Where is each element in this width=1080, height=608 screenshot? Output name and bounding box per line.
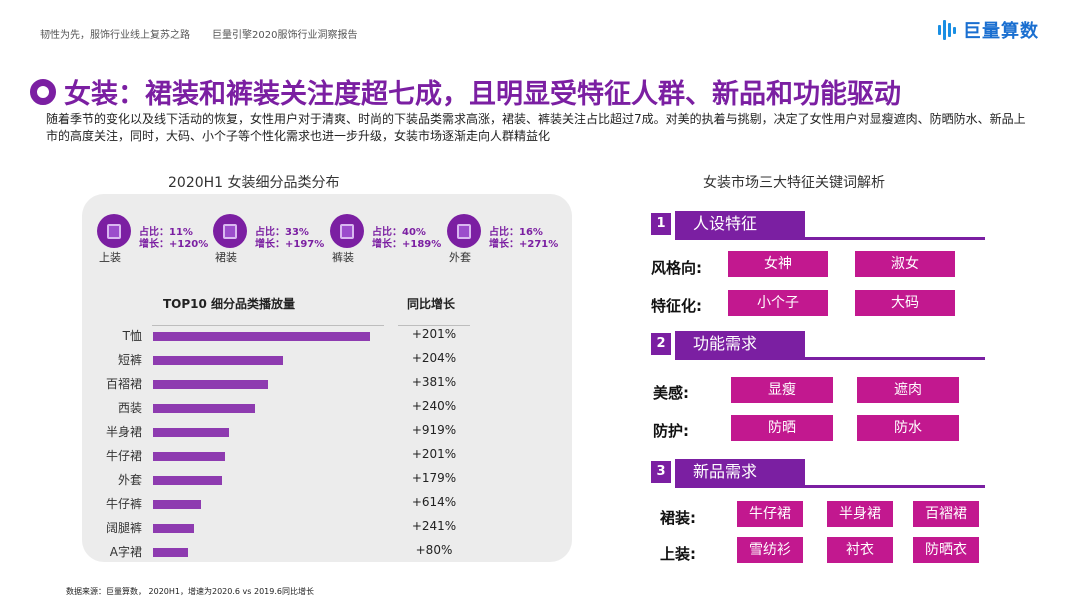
page-title: 女装：裙装和裤装关注度超七成，且明显受特征人群、新品和功能驱动: [64, 79, 901, 110]
bar-category-label: 外套: [117, 473, 142, 487]
category-share: 占比：40%: [372, 227, 426, 238]
clothing-bag-icon: [97, 214, 131, 248]
clothing-bag-icon: [447, 214, 481, 248]
keyword-row-label: 特征化:: [651, 297, 702, 315]
category-share: 占比：33%: [255, 227, 309, 238]
bar-growth-label: +919%: [411, 423, 457, 437]
bar-category-label: 牛仔裙: [105, 449, 142, 463]
bar: [153, 524, 194, 533]
bar: [153, 404, 255, 413]
category-growth: 增长：+189%: [372, 239, 442, 250]
bar-growth-label: +201%: [411, 447, 457, 461]
category-share: 占比：16%: [489, 227, 543, 238]
category-name: 裙装: [215, 251, 237, 264]
bar-category-label: 短裤: [117, 353, 142, 367]
section-label: 功能需求: [675, 331, 805, 357]
bar: [153, 452, 225, 461]
bar: [153, 332, 370, 341]
category-coats: 外套 占比：16% 增长：+271%: [447, 214, 567, 268]
category-stats: 占比：40% 增长：+189%: [372, 227, 441, 251]
bar-growth-label: +80%: [415, 543, 453, 557]
bar: [153, 380, 268, 389]
logo-text: 巨量算数: [963, 21, 1039, 42]
bar-category-label: 阔腿裤: [105, 521, 142, 535]
category-name: 外套: [449, 251, 471, 264]
bar-growth-label: +241%: [411, 519, 457, 533]
category-growth: 增长：+197%: [255, 239, 325, 250]
bar-growth-label: +614%: [411, 495, 457, 509]
top10-chart-title: TOP10 细分品类播放量: [163, 297, 296, 311]
logo: 巨量算数: [938, 17, 1039, 43]
category-name: 上装: [99, 251, 121, 264]
bar-category-label: A字裙: [109, 545, 142, 559]
section-underline: [675, 237, 985, 240]
growth-divider: [398, 325, 470, 326]
intro-paragraph: 随着季节的变化以及线下活动的恢复，女性用户对于清爽、时尚的下装品类需求高涨，裙装…: [46, 112, 1026, 143]
data-source: 数据来源：巨量算数， 2020H1，增速为2020.6 vs 2019.6同比增…: [66, 587, 314, 596]
category-pants: 裤装 占比：40% 增长：+189%: [330, 214, 450, 268]
bar-category-label: 西装: [117, 401, 142, 415]
category-name: 裤装: [332, 251, 354, 264]
category-share: 占比：11%: [139, 227, 193, 238]
category-stats: 占比：33% 增长：+197%: [255, 227, 324, 251]
clothing-bag-icon: [330, 214, 364, 248]
bar-category-label: 百褶裙: [105, 377, 142, 391]
bar-growth-label: +240%: [411, 399, 457, 413]
clothing-bag-icon: [213, 214, 247, 248]
keyword-row-label: 美感:: [653, 384, 689, 402]
section-underline: [675, 485, 985, 488]
keyword-tag: 女神: [728, 251, 828, 277]
section-label: 新品需求: [675, 459, 805, 485]
category-distribution-title: 2020H1 女装细分品类分布: [168, 175, 340, 191]
keyword-tag: 小个子: [728, 290, 828, 316]
keyword-tag: 百褶裙: [913, 501, 979, 527]
report-name: 巨量引擎2020服饰行业洞察报告: [212, 30, 358, 41]
keyword-row-label: 裙装:: [660, 509, 696, 527]
keyword-tag: 衬衣: [827, 537, 893, 563]
keyword-tag: 防晒衣: [913, 537, 979, 563]
section-underline: [675, 357, 985, 360]
bar-category-label: 牛仔裤: [105, 497, 142, 511]
bar-growth-label: +204%: [411, 351, 457, 365]
section-number: 2: [651, 333, 671, 355]
keyword-tag: 遮肉: [857, 377, 959, 403]
bar-growth-label: +201%: [411, 327, 457, 341]
growth-column-title: 同比增长: [407, 297, 456, 311]
keyword-row-label: 上装:: [660, 545, 696, 563]
keyword-tag: 大码: [855, 290, 955, 316]
bar: [153, 548, 188, 557]
category-skirts: 裙装 占比：33% 增长：+197%: [213, 214, 333, 268]
title-ring-icon: [30, 78, 56, 105]
logo-mark-icon: [938, 19, 958, 41]
section-number: 1: [651, 213, 671, 235]
report-subtitle: 韧性为先，服饰行业线上复苏之路: [40, 30, 190, 41]
keyword-tag: 显瘦: [731, 377, 833, 403]
page-title-row: 女装：裙装和裤装关注度超七成，且明显受特征人群、新品和功能驱动: [30, 72, 901, 111]
bar-category-label: 半身裙: [105, 425, 142, 439]
bar: [153, 500, 201, 509]
keyword-tag: 半身裙: [827, 501, 893, 527]
keyword-row-label: 风格向:: [651, 259, 702, 277]
keyword-analysis-title: 女装市场三大特征关键词解析: [703, 175, 885, 191]
keyword-tag: 防水: [857, 415, 959, 441]
bar-growth-label: +179%: [411, 471, 457, 485]
keyword-tag: 雪纺衫: [737, 537, 803, 563]
category-growth: 增长：+120%: [139, 239, 209, 250]
keyword-tag: 淑女: [855, 251, 955, 277]
bar: [153, 476, 222, 485]
keyword-tag: 牛仔裙: [737, 501, 803, 527]
category-stats: 占比：11% 增长：+120%: [139, 227, 208, 251]
keyword-row-label: 防护:: [653, 422, 689, 440]
chart-divider: [152, 325, 384, 326]
keyword-tag: 防晒: [731, 415, 833, 441]
category-stats: 占比：16% 增长：+271%: [489, 227, 558, 251]
bar-growth-label: +381%: [411, 375, 457, 389]
category-growth: 增长：+271%: [489, 239, 559, 250]
section-number: 3: [651, 461, 671, 483]
bar: [153, 428, 229, 437]
bar: [153, 356, 283, 365]
bar-category-label: T恤: [122, 329, 142, 343]
category-tops: 上装 占比：11% 增长：+120%: [97, 214, 217, 268]
section-label: 人设特征: [675, 211, 805, 237]
